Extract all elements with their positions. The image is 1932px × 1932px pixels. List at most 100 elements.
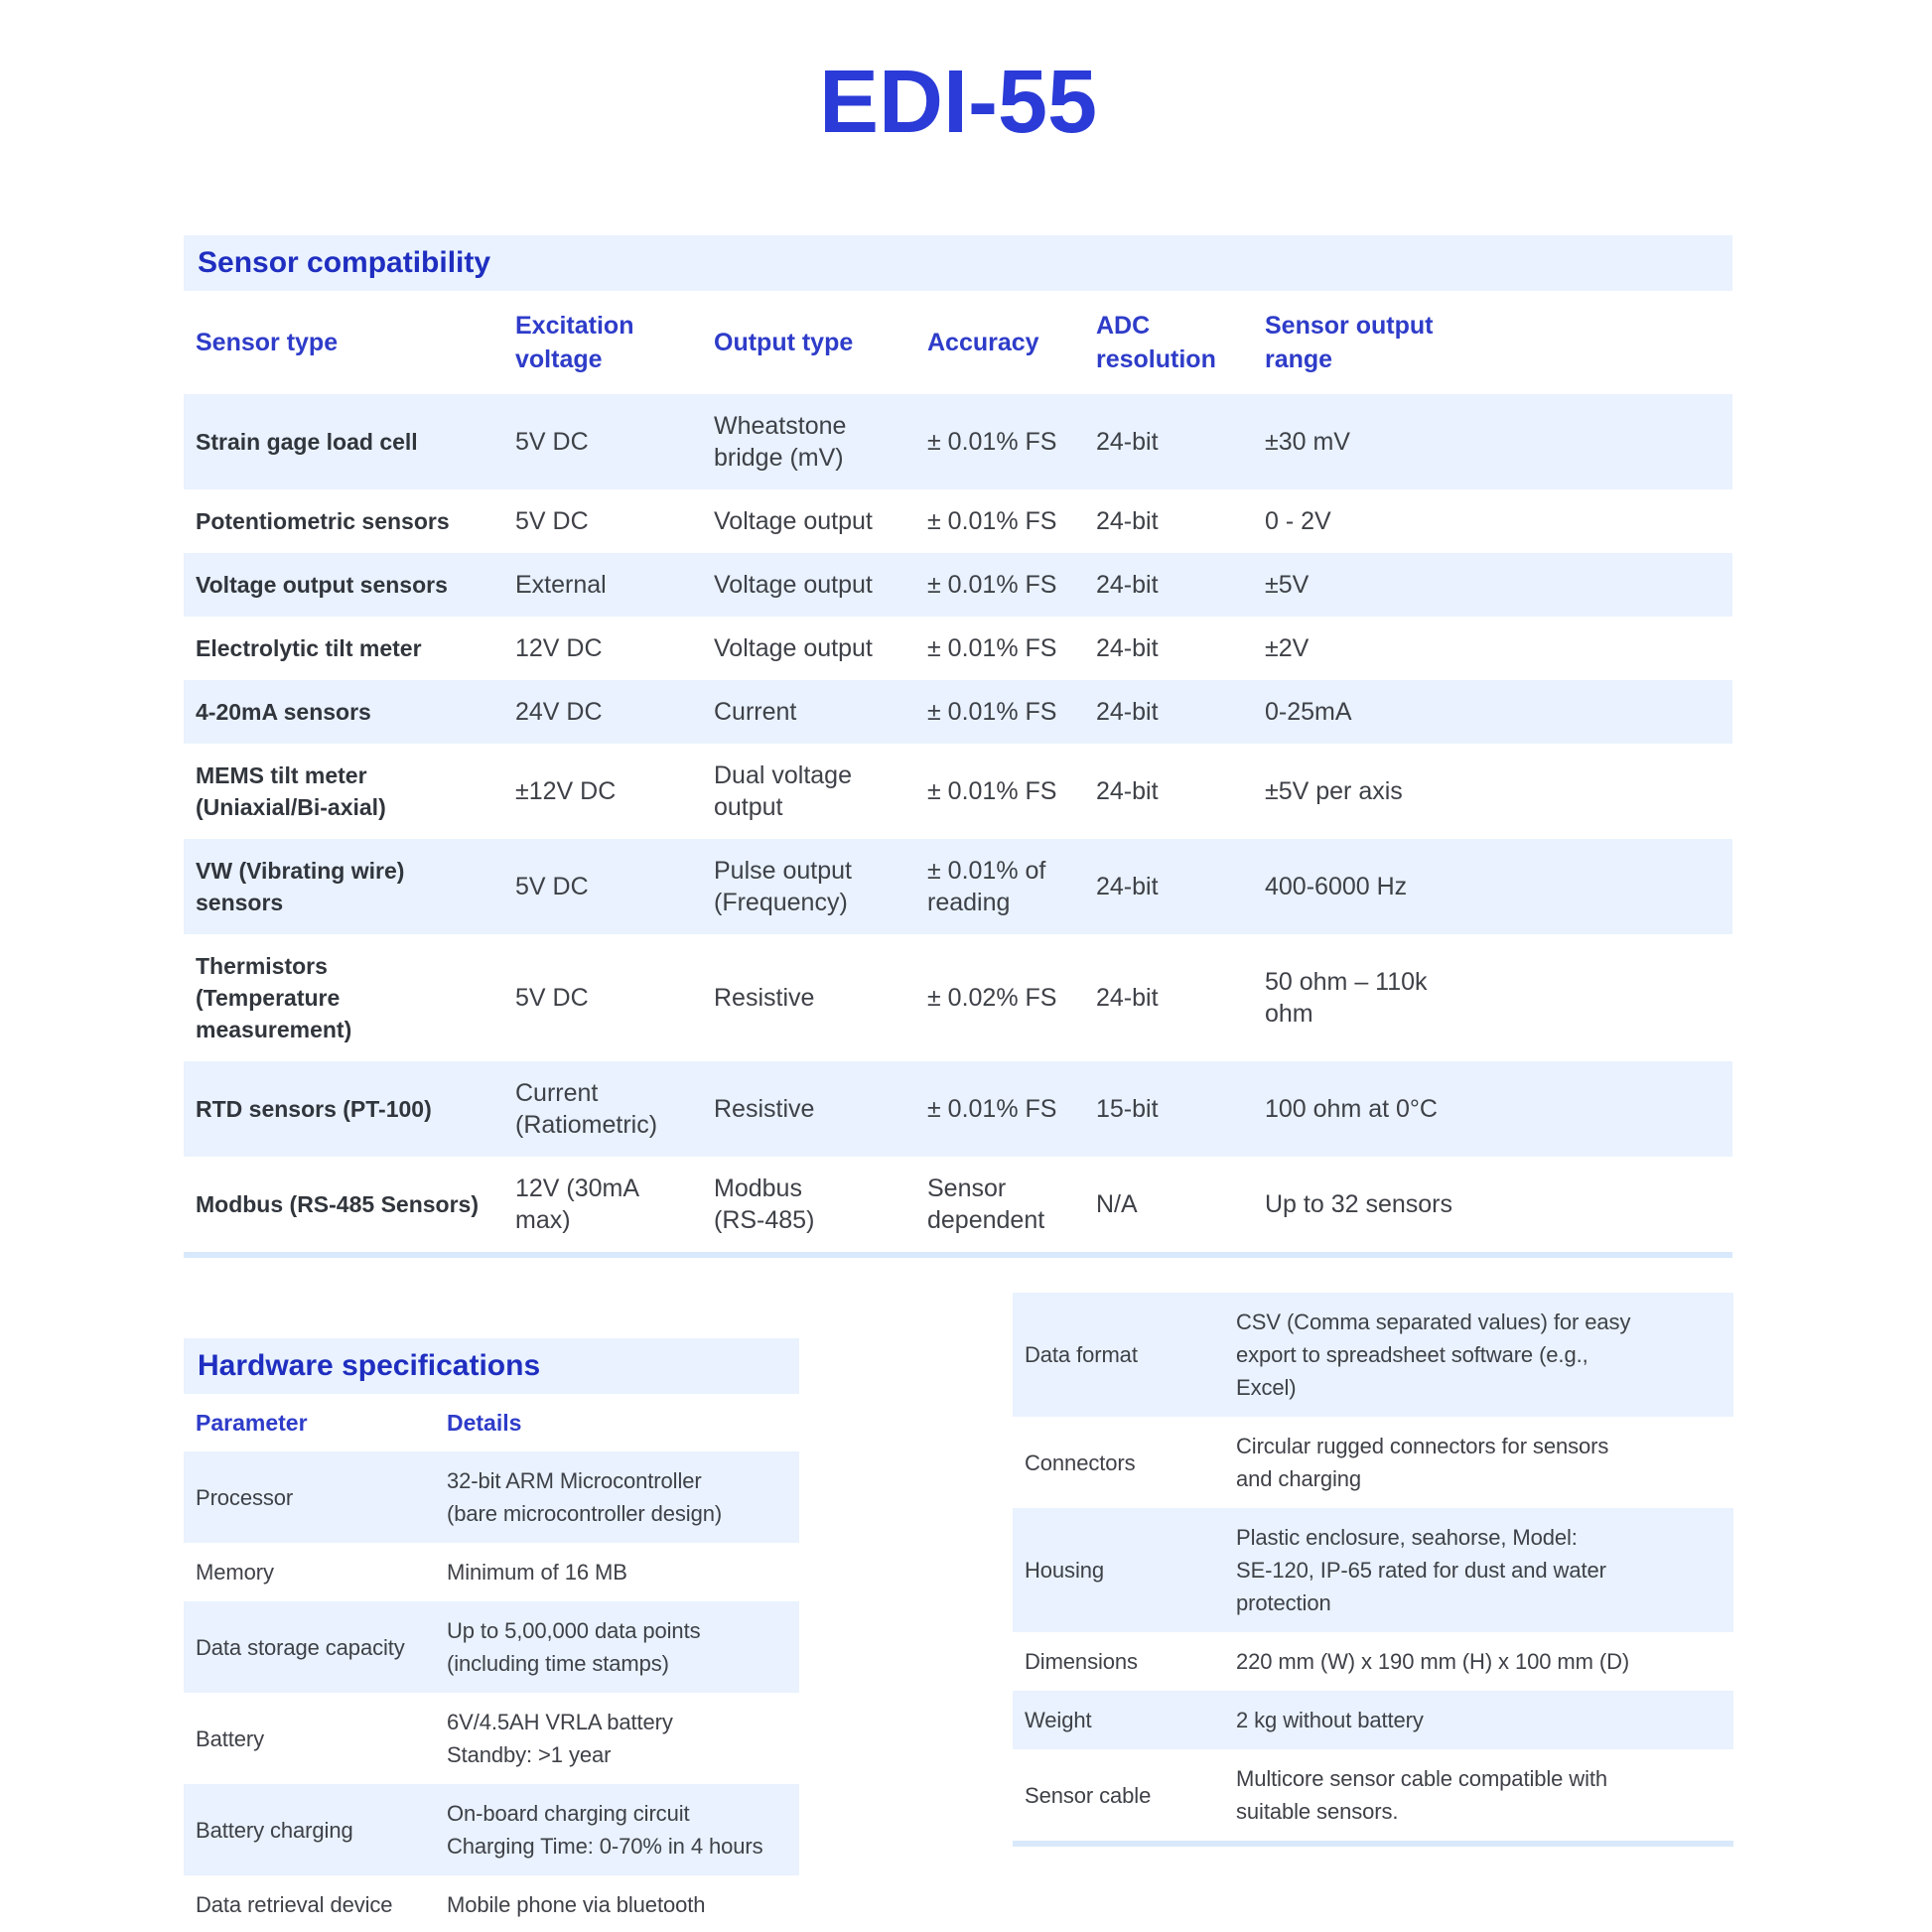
table-row: Potentiometric sensors 5V DC Voltage out… <box>184 489 1732 553</box>
enclosure-table-body: Data format CSV (Comma separated values)… <box>1013 1293 1733 1841</box>
hardware-specifications-table: Parameter Details Processor 32-bit ARM M… <box>184 1394 799 1932</box>
table-cell: Up to 32 sensors <box>1265 1190 1452 1218</box>
table-row: Electrolytic tilt meter 12V DC Voltage o… <box>184 617 1732 680</box>
table-cell: On-board charging circuit Charging Time:… <box>447 1801 763 1859</box>
table-cell: Resistive <box>714 1095 815 1123</box>
column-header-sensor-type: Sensor type <box>196 329 339 356</box>
table-cell: ±12V DC <box>515 777 617 805</box>
table-cell: Current (Ratiometric) <box>515 1079 658 1139</box>
table-cell: 15-bit <box>1096 1095 1159 1123</box>
table-row: Data format CSV (Comma separated values)… <box>1013 1293 1733 1417</box>
sensor-table-head: Sensor type Excitation voltage Output ty… <box>184 291 1732 394</box>
table-cell: 400-6000 Hz <box>1265 873 1408 900</box>
sensor-table-body: Strain gage load cell 5V DC Wheatstone b… <box>184 394 1732 1252</box>
table-cell: ± 0.01% FS <box>927 571 1057 599</box>
table-row: Processor 32-bit ARM Microcontroller (ba… <box>184 1451 799 1543</box>
table-cell: 12V DC <box>515 634 603 662</box>
table-row: Weight 2 kg without battery <box>1013 1691 1733 1749</box>
table-cell: Mobile phone via bluetooth <box>447 1892 706 1917</box>
column-header-accuracy: Accuracy <box>927 329 1039 356</box>
table-cell: Strain gage load cell <box>196 429 418 455</box>
table-cell: Data retrieval device <box>196 1892 393 1917</box>
table-row: Modbus (RS-485 Sensors) 12V (30mA max) M… <box>184 1157 1732 1252</box>
hardware-specifications-section: Hardware specifications Parameter Detail… <box>184 1338 799 1932</box>
table-cell: Modbus (RS-485 Sensors) <box>196 1191 479 1217</box>
table-cell: ± 0.01% FS <box>927 698 1057 726</box>
table-row: VW (Vibrating wire) sensors 5V DC Pulse … <box>184 839 1732 934</box>
table-cell: 220 mm (W) x 190 mm (H) x 100 mm (D) <box>1236 1649 1630 1674</box>
table-cell: RTD sensors (PT-100) <box>196 1096 432 1122</box>
header-row: Parameter Details <box>184 1394 799 1451</box>
table-cell: 24-bit <box>1096 984 1159 1012</box>
table-cell: Circular rugged connectors for sensors a… <box>1236 1434 1609 1491</box>
sensor-compatibility-table: Sensor type Excitation voltage Output ty… <box>184 291 1732 1252</box>
table-cell: Current <box>714 698 797 726</box>
table-cell: Weight <box>1025 1708 1092 1732</box>
table-row: Battery charging On-board charging circu… <box>184 1784 799 1875</box>
table-cell: 5V DC <box>515 984 589 1012</box>
column-header-parameter: Parameter <box>196 1410 308 1436</box>
table-row: Data retrieval device Mobile phone via b… <box>184 1875 799 1932</box>
table-cell: Housing <box>1025 1558 1105 1583</box>
table-cell: MEMS tilt meter (Uniaxial/Bi-axial) <box>196 762 386 820</box>
table-cell: Battery charging <box>196 1817 353 1843</box>
hardware-table-head: Parameter Details <box>184 1394 799 1451</box>
table-cell: 24-bit <box>1096 507 1159 535</box>
table-row: Dimensions 220 mm (W) x 190 mm (H) x 100… <box>1013 1632 1733 1691</box>
table-cell: 24-bit <box>1096 873 1159 900</box>
table-row: 4-20mA sensors 24V DC Current ± 0.01% FS… <box>184 680 1732 744</box>
table-cell: ± 0.01% FS <box>927 777 1057 805</box>
table-cell: 5V DC <box>515 507 589 535</box>
table-row: MEMS tilt meter (Uniaxial/Bi-axial) ±12V… <box>184 744 1732 839</box>
hardware-table-body: Processor 32-bit ARM Microcontroller (ba… <box>184 1451 799 1932</box>
table-row: Battery 6V/4.5AH VRLA battery Standby: >… <box>184 1693 799 1784</box>
table-row: Thermistors (Temperature measurement) 5V… <box>184 934 1732 1061</box>
table-cell: 5V DC <box>515 428 589 456</box>
table-row: Voltage output sensors External Voltage … <box>184 553 1732 617</box>
table-cell: 0 - 2V <box>1265 507 1331 535</box>
table-cell: Dual voltage output <box>714 761 852 821</box>
table-cell: ± 0.01% of reading <box>927 857 1046 916</box>
column-header-excitation-voltage: Excitation voltage <box>515 312 634 373</box>
table-cell: 6V/4.5AH VRLA battery Standby: >1 year <box>447 1710 673 1767</box>
table-cell: Data storage capacity <box>196 1634 405 1660</box>
table-cell: Resistive <box>714 984 815 1012</box>
table-cell: ± 0.01% FS <box>927 507 1057 535</box>
table-cell: 2 kg without battery <box>1236 1708 1424 1732</box>
page-title: EDI-55 <box>818 53 1098 152</box>
table-row: Memory Minimum of 16 MB <box>184 1543 799 1601</box>
table-cell: Up to 5,00,000 data points (including ti… <box>447 1618 701 1676</box>
column-header-adc-resolution: ADC resolution <box>1096 312 1216 373</box>
table-cell: Modbus (RS-485) <box>714 1174 815 1234</box>
hardware-specifications-section-title: Hardware specifications <box>184 1338 799 1394</box>
table-cell: Thermistors (Temperature measurement) <box>196 953 352 1042</box>
table-cell: 32-bit ARM Microcontroller (bare microco… <box>447 1468 723 1526</box>
column-header-details: Details <box>447 1410 522 1436</box>
table-cell: 5V DC <box>515 873 589 900</box>
table-cell: ± 0.01% FS <box>927 428 1057 456</box>
table-cell: Pulse output (Frequency) <box>714 857 852 916</box>
table-cell: Potentiometric sensors <box>196 508 450 534</box>
table-cell: 12V (30mA max) <box>515 1174 638 1234</box>
sensor-compatibility-section-title: Sensor compatibility <box>184 235 1732 291</box>
table-cell: ±2V <box>1265 634 1310 662</box>
table-cell: Connectors <box>1025 1449 1136 1475</box>
table-cell: ±30 mV <box>1265 428 1350 456</box>
table-cell: VW (Vibrating wire) sensors <box>196 858 405 915</box>
table-cell: CSV (Comma separated values) for easy ex… <box>1236 1310 1631 1400</box>
table-cell: Voltage output <box>714 634 873 662</box>
table-row: Connectors Circular rugged connectors fo… <box>1013 1417 1733 1508</box>
table-cell: Wheatstone bridge (mV) <box>714 412 847 472</box>
table-cell: Sensor cable <box>1025 1782 1152 1808</box>
table-row: Sensor cable Multicore sensor cable comp… <box>1013 1749 1733 1841</box>
table-cell: Dimensions <box>1025 1649 1138 1674</box>
table-cell: 100 ohm at 0°C <box>1265 1095 1438 1123</box>
table-cell: External <box>515 571 607 599</box>
table-row: RTD sensors (PT-100) Current (Ratiometri… <box>184 1061 1732 1157</box>
table-cell: Sensor dependent <box>927 1174 1045 1234</box>
table-cell: ± 0.01% FS <box>927 634 1057 662</box>
table-cell: 0-25mA <box>1265 698 1352 726</box>
header-row: Sensor type Excitation voltage Output ty… <box>184 291 1732 394</box>
table-cell: Voltage output <box>714 507 873 535</box>
table-cell: 50 ohm – 110k ohm <box>1265 968 1428 1028</box>
